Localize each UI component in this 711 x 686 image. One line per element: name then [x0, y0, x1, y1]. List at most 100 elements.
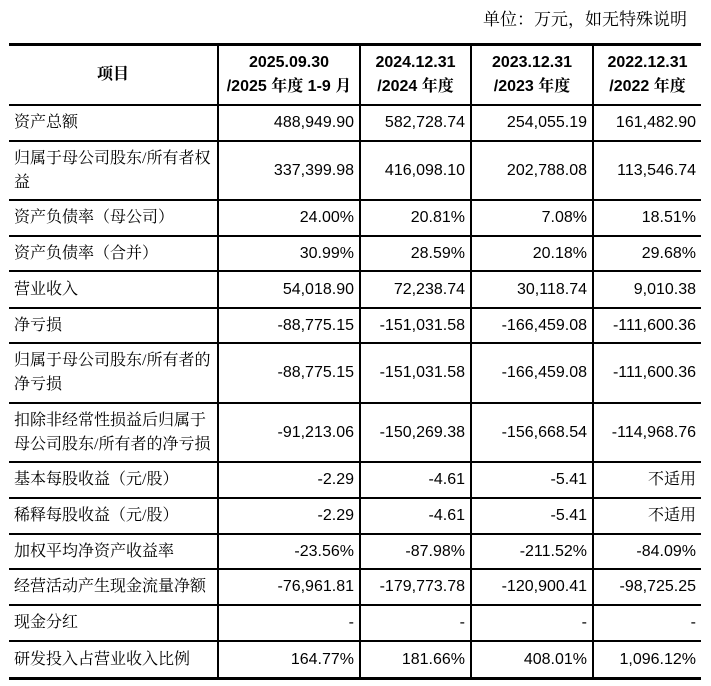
cell-value: 488,949.90 [217, 106, 359, 142]
table-row: 加权平均净资产收益率 -23.56% -87.98% -211.52% -84.09% [9, 535, 701, 570]
cell-value: -5.41 [470, 499, 592, 535]
row-label: 归属于母公司股东/所有者的 净亏损 [9, 344, 217, 404]
period-range: /2023 年度 [493, 78, 571, 95]
row-label: 归属于母公司股东/所有者权 益 [9, 142, 217, 201]
row-label: 现金分红 [9, 606, 217, 642]
cell-value: -84.09% [592, 535, 701, 570]
period-date: 2022.12.31 [607, 54, 688, 71]
row-label: 基本每股收益（元/股） [9, 463, 217, 499]
cell-value: 24.00% [217, 201, 359, 237]
cell-value: 1,096.12% [592, 642, 701, 677]
cell-value: -151,031.58 [359, 344, 470, 404]
cell-value: 29.68% [592, 237, 701, 272]
row-label: 扣除非经常性损益后归属于 母公司股东/所有者的净亏损 [9, 404, 217, 463]
table-row: 净亏损 -88,775.15 -151,031.58 -166,459.08 -111,… [9, 309, 701, 344]
cell-value: 164.77% [217, 642, 359, 677]
table-header-row: 项目 2025.09.30/2025 年度 1-9 月 2024.12.31/20… [9, 46, 701, 106]
cell-value: - [470, 606, 592, 642]
cell-value: -4.61 [359, 499, 470, 535]
cell-value: 337,399.98 [217, 142, 359, 201]
cell-value: -111,600.36 [592, 344, 701, 404]
row-label: 资产负债率（母公司） [9, 201, 217, 237]
cell-value: -211.52% [470, 535, 592, 570]
cell-value: -76,961.81 [217, 570, 359, 606]
table-row: 稀释每股收益（元/股） -2.29 -4.61 -5.41 不适用 [9, 499, 701, 535]
cell-value: 582,728.74 [359, 106, 470, 142]
cell-value: -4.61 [359, 463, 470, 499]
period-date: 2025.09.30 [248, 54, 330, 71]
period-date: 2024.12.31 [375, 54, 456, 71]
cell-value: 161,482.90 [592, 106, 701, 142]
table-row: 营业收入 54,018.90 72,238.74 30,118.74 9,010.38 [9, 272, 701, 309]
cell-value: -87.98% [359, 535, 470, 570]
cell-value: -23.56% [217, 535, 359, 570]
cell-value: -2.29 [217, 499, 359, 535]
cell-value: 30,118.74 [470, 272, 592, 309]
cell-value: -166,459.08 [470, 309, 592, 344]
cell-value: 20.81% [359, 201, 470, 237]
cell-value: 54,018.90 [217, 272, 359, 309]
cell-value: -5.41 [470, 463, 592, 499]
table-row: 归属于母公司股东/所有者的 净亏损 -88,775.15 -151,031.58 -1… [9, 344, 701, 404]
period-range: /2025 年度 1-9 月 [226, 78, 352, 95]
cell-value: -151,031.58 [359, 309, 470, 344]
row-label: 加权平均净资产收益率 [9, 535, 217, 570]
row-label: 研发投入占营业收入比例 [14, 650, 191, 668]
cell-value: 30.99% [217, 237, 359, 272]
cell-value: 113,546.74 [592, 142, 701, 201]
cell-value: -111,600.36 [592, 309, 701, 344]
unit-note: 单位：万元，如无特殊说明 [483, 10, 687, 29]
header-cell-item: 项目 [9, 46, 217, 106]
table-row: 现金分红 - - - - [9, 606, 701, 642]
cell-value: -114,968.76 [592, 404, 701, 463]
cell-value: - [359, 606, 470, 642]
cell-value: 不适用 [592, 499, 701, 535]
cell-value: -88,775.15 [217, 309, 359, 344]
table-row: 资产负债率（合并） 30.99% 28.59% 20.18% 29.68% [9, 237, 701, 272]
table-row: 基本每股收益（元/股） -2.29 -4.61 -5.41 不适用 [9, 463, 701, 499]
table-row: 资产总额 488,949.90 582,728.74 254,055.19 161,48… [9, 106, 701, 142]
table-row: 扣除非经常性损益后归属于 母公司股东/所有者的净亏损 -91,213.06 -150… [9, 404, 701, 463]
row-label: 资产负债率（合并） [9, 237, 217, 272]
cell-value: -150,269.38 [359, 404, 470, 463]
row-label: 稀释每股收益（元/股） [9, 499, 217, 535]
header-cell-period: 2024.12.31/2024 年度 [359, 46, 470, 106]
header-cell-period: 2023.12.31/2023 年度 [470, 46, 592, 106]
cell-value: 7.08% [470, 201, 592, 237]
cell-value: 72,238.74 [359, 272, 470, 309]
cell-value: -98,725.25 [592, 570, 701, 606]
cell-value: 28.59% [359, 237, 470, 272]
cell-value: -88,775.15 [217, 344, 359, 404]
cell-value: 9,010.38 [592, 272, 701, 309]
table-row: 资产负债率（母公司） 24.00% 20.81% 7.08% 18.51% [9, 201, 701, 237]
cell-value: - [592, 606, 701, 642]
row-label: 经营活动产生现金流量净额 [9, 570, 217, 606]
table-row: 研发投入占营业收入比例 164.77% 181.66% 408.01% 1,096.12… [9, 642, 701, 677]
cell-value: -91,213.06 [217, 404, 359, 463]
cell-value: 20.18% [470, 237, 592, 272]
cell-value: 254,055.19 [470, 106, 592, 142]
cell-value: 不适用 [592, 463, 701, 499]
table-row: 归属于母公司股东/所有者权 益 337,399.98 416,098.10 202,7… [9, 142, 701, 201]
cell-value: 408.01% [470, 642, 592, 677]
period-range: /2022 年度 [609, 78, 686, 95]
cell-value: - [217, 606, 359, 642]
period-date: 2023.12.31 [491, 54, 573, 71]
cell-value: -166,459.08 [470, 344, 592, 404]
header-cell-period: 2022.12.31/2022 年度 [592, 46, 701, 106]
financial-summary-table: 项目 2025.09.30/2025 年度 1-9 月 2024.12.31/20… [9, 43, 701, 680]
row-label: 资产总额 [9, 106, 217, 142]
row-label: 营业收入 [9, 272, 217, 309]
cell-value: -120,900.41 [470, 570, 592, 606]
row-label: 净亏损 [9, 309, 217, 344]
cell-value: 416,098.10 [359, 142, 470, 201]
header-cell-period: 2025.09.30/2025 年度 1-9 月 [217, 46, 359, 106]
period-range: /2024 年度 [377, 78, 454, 95]
cell-value: 181.66% [359, 642, 470, 677]
cell-value: 202,788.08 [470, 142, 592, 201]
cell-value: 18.51% [592, 201, 701, 237]
table-row: 经营活动产生现金流量净额 -76,961.81 -179,773.78 -120,90… [9, 570, 701, 606]
cell-value: -2.29 [217, 463, 359, 499]
cell-value: -156,668.54 [470, 404, 592, 463]
